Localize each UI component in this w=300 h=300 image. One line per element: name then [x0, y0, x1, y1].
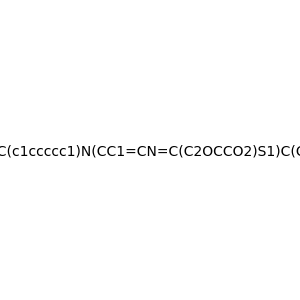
Text: CC(c1ccccc1)N(CC1=CN=C(C2OCCO2)S1)C(C)C: CC(c1ccccc1)N(CC1=CN=C(C2OCCO2)S1)C(C)C — [0, 145, 300, 158]
